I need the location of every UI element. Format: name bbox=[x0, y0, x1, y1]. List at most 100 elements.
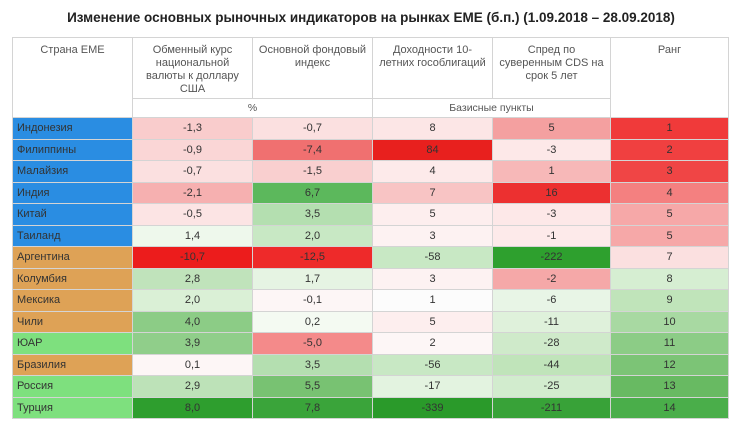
value-cell: 14 bbox=[610, 396, 729, 419]
country-cell: Аргентина bbox=[12, 246, 133, 269]
header-cell: Спред по суверенным CDS на срок 5 лет bbox=[492, 37, 611, 99]
value-cell: 7,8 bbox=[252, 396, 373, 419]
value-cell: -12,5 bbox=[252, 246, 373, 269]
value-cell: -0,7 bbox=[252, 117, 373, 140]
header-cell: Основной фондовый индекс bbox=[252, 37, 373, 99]
value-cell: 8 bbox=[372, 117, 493, 140]
value-cell: 3 bbox=[372, 224, 493, 247]
value-cell: -0,1 bbox=[252, 289, 373, 312]
value-cell: 1 bbox=[492, 160, 611, 183]
value-cell: 4 bbox=[372, 160, 493, 183]
country-cell: Турция bbox=[12, 396, 133, 419]
value-cell: -6 bbox=[492, 289, 611, 312]
value-cell: 84 bbox=[372, 138, 493, 161]
value-cell: 6,7 bbox=[252, 181, 373, 204]
value-cell: 5 bbox=[610, 203, 729, 226]
value-cell: -0,7 bbox=[132, 160, 253, 183]
data-row: Чили 4,0 0,2 5 -11 10 bbox=[12, 310, 729, 333]
value-cell: -2,1 bbox=[132, 181, 253, 204]
value-cell: 4 bbox=[610, 181, 729, 204]
country-cell: Чили bbox=[12, 310, 133, 333]
country-cell: Бразилия bbox=[12, 353, 133, 376]
value-cell: -28 bbox=[492, 332, 611, 355]
country-cell: Филиппины bbox=[12, 138, 133, 161]
country-cell: Китай bbox=[12, 203, 133, 226]
data-row: ЮАР 3,9 -5,0 2 -28 11 bbox=[12, 332, 729, 355]
data-row: Колумбия 2,8 1,7 3 -2 8 bbox=[12, 267, 729, 290]
data-row: Индонезия -1,3 -0,7 8 5 1 bbox=[12, 117, 729, 140]
value-cell: -3 bbox=[492, 203, 611, 226]
value-cell: 2,8 bbox=[132, 267, 253, 290]
value-cell: 12 bbox=[610, 353, 729, 376]
country-cell: Мексика bbox=[12, 289, 133, 312]
value-cell: 1 bbox=[372, 289, 493, 312]
data-row: Китай -0,5 3,5 5 -3 5 bbox=[12, 203, 729, 226]
value-cell: 7 bbox=[372, 181, 493, 204]
value-cell: 5 bbox=[372, 310, 493, 333]
title: Изменение основных рыночных индикаторов … bbox=[67, 10, 675, 25]
value-cell: 7 bbox=[610, 246, 729, 269]
units-row: % Базисные пункты bbox=[13, 98, 729, 118]
value-cell: -25 bbox=[492, 375, 611, 398]
data-row: Филиппины -0,9 -7,4 84 -3 2 bbox=[12, 138, 729, 161]
value-cell: 3,5 bbox=[252, 203, 373, 226]
value-cell: -222 bbox=[492, 246, 611, 269]
country-cell: Малайзия bbox=[12, 160, 133, 183]
value-cell: -0,5 bbox=[132, 203, 253, 226]
value-cell: -3 bbox=[492, 138, 611, 161]
value-cell: -1,3 bbox=[132, 117, 253, 140]
value-cell: 3,9 bbox=[132, 332, 253, 355]
value-cell: 8 bbox=[610, 267, 729, 290]
value-cell: 2 bbox=[610, 138, 729, 161]
data-row: Бразилия 0,1 3,5 -56 -44 12 bbox=[12, 353, 729, 376]
value-cell: -58 bbox=[372, 246, 493, 269]
value-cell: 1,4 bbox=[132, 224, 253, 247]
value-cell: 0,2 bbox=[252, 310, 373, 333]
value-cell: 3 bbox=[610, 160, 729, 183]
value-cell: 5 bbox=[610, 224, 729, 247]
value-cell: -56 bbox=[372, 353, 493, 376]
value-cell: 2 bbox=[372, 332, 493, 355]
value-cell: -211 bbox=[492, 396, 611, 419]
value-cell: 0,1 bbox=[132, 353, 253, 376]
data-row: Турция 8,0 7,8 -339 -211 14 bbox=[12, 396, 729, 419]
value-cell: 3 bbox=[372, 267, 493, 290]
data-row: Мексика 2,0 -0,1 1 -6 9 bbox=[12, 289, 729, 312]
value-cell: -1,5 bbox=[252, 160, 373, 183]
value-cell: 10 bbox=[610, 310, 729, 333]
country-cell: Россия bbox=[12, 375, 133, 398]
value-cell: 16 bbox=[492, 181, 611, 204]
data-row: Аргентина -10,7 -12,5 -58 -222 7 bbox=[12, 246, 729, 269]
value-cell: 2,0 bbox=[252, 224, 373, 247]
value-cell: 1,7 bbox=[252, 267, 373, 290]
country-cell: ЮАР bbox=[12, 332, 133, 355]
table-body: Страна ЕМЕ Обменный курс национальной вал… bbox=[12, 37, 729, 419]
value-cell: 8,0 bbox=[132, 396, 253, 419]
data-row: Таиланд 1,4 2,0 3 -1 5 bbox=[12, 224, 729, 247]
value-cell: 3,5 bbox=[252, 353, 373, 376]
value-cell: 2,9 bbox=[132, 375, 253, 398]
value-cell: -2 bbox=[492, 267, 611, 290]
value-cell: -10,7 bbox=[132, 246, 253, 269]
value-cell: 1 bbox=[610, 117, 729, 140]
table: Страна ЕМЕ Обменный курс национальной вал… bbox=[12, 37, 729, 419]
value-cell: 4,0 bbox=[132, 310, 253, 333]
header-cell: Доходности 10-летних гособлигаций bbox=[372, 37, 493, 99]
header-row: Страна ЕМЕ Обменный курс национальной вал… bbox=[12, 37, 729, 118]
value-cell: -7,4 bbox=[252, 138, 373, 161]
country-cell: Индонезия bbox=[12, 117, 133, 140]
value-cell: -5,0 bbox=[252, 332, 373, 355]
value-cell: 5 bbox=[492, 117, 611, 140]
unit-cell: % bbox=[132, 98, 373, 118]
value-cell: 5,5 bbox=[252, 375, 373, 398]
country-cell: Колумбия bbox=[12, 267, 133, 290]
value-cell: -0,9 bbox=[132, 138, 253, 161]
value-cell: 2,0 bbox=[132, 289, 253, 312]
country-cell: Таиланд bbox=[12, 224, 133, 247]
data-row: Малайзия -0,7 -1,5 4 1 3 bbox=[12, 160, 729, 183]
value-cell: 9 bbox=[610, 289, 729, 312]
unit-cell: Базисные пункты bbox=[372, 98, 611, 118]
value-cell: -1 bbox=[492, 224, 611, 247]
header-cell: Обменный курс национальной валюты к долл… bbox=[132, 37, 253, 99]
